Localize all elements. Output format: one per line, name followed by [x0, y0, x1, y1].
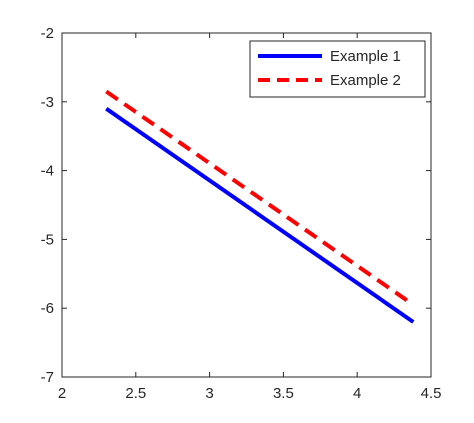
legend-label-example-2: Example 2	[330, 72, 401, 89]
series-line-1	[105, 107, 415, 324]
legend-box	[249, 40, 426, 98]
legend: Example 1 Example 2	[249, 40, 426, 98]
series-layer	[105, 89, 415, 324]
x-tick-label: 3	[205, 385, 213, 402]
axis-ticks: 2 2.5 3 3.5 4 4.5 -2 -3 -4 -5 -6 -7	[41, 25, 442, 402]
y-tick-label: -4	[41, 163, 54, 180]
y-tick-label: -6	[41, 300, 54, 317]
x-tick-label: 2	[58, 385, 66, 402]
series-line-2	[105, 89, 415, 307]
x-tick-label: 4	[353, 385, 361, 402]
y-tick-label: -2	[41, 25, 54, 42]
y-tick-label: -7	[41, 369, 54, 386]
x-tick-label: 4.5	[421, 385, 442, 402]
y-tick-label: -3	[41, 94, 54, 111]
x-tick-label: 2.5	[125, 385, 146, 402]
legend-label-example-1: Example 1	[330, 48, 401, 65]
x-tick-label: 3.5	[273, 385, 294, 402]
y-tick-label: -5	[41, 231, 54, 248]
